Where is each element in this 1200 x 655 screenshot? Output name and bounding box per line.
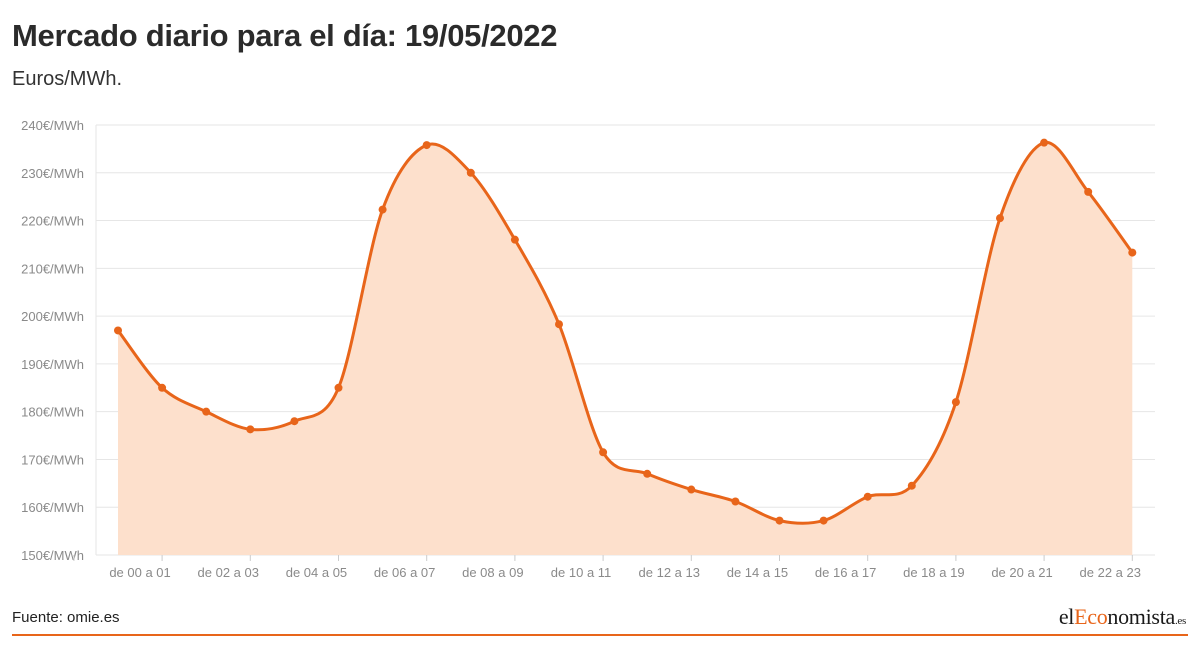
data-point [819, 516, 828, 525]
data-point [1128, 248, 1137, 257]
y-tick-label: 160€/MWh [21, 500, 84, 515]
price-area [118, 142, 1133, 555]
y-tick-label: 210€/MWh [21, 261, 84, 276]
data-point [466, 168, 475, 177]
brand-logo: elEconomista.es [1059, 604, 1186, 630]
data-point [334, 383, 343, 392]
chart-subtitle: Euros/MWh. [12, 68, 123, 90]
y-tick-label: 230€/MWh [21, 166, 84, 181]
data-point [422, 141, 431, 150]
x-tick-label: de 02 a 03 [198, 565, 259, 580]
data-point [1084, 187, 1093, 196]
price-line [116, 141, 1134, 525]
x-tick-label: de 18 a 19 [903, 565, 964, 580]
data-point [246, 425, 255, 434]
x-tick-label: de 22 a 23 [1080, 565, 1141, 580]
data-point [510, 235, 519, 244]
data-point [775, 516, 784, 525]
data-point [290, 417, 299, 426]
data-point [202, 407, 211, 416]
x-tick-label: de 00 a 01 [109, 565, 170, 580]
data-point [158, 383, 167, 392]
data-point [863, 492, 872, 501]
y-tick-label: 220€/MWh [21, 214, 84, 229]
data-point [731, 497, 740, 506]
y-tick-label: 150€/MWh [21, 548, 84, 563]
data-point [378, 205, 387, 214]
data-point [996, 214, 1004, 223]
data-point [907, 481, 916, 490]
x-tick-label: de 04 a 05 [286, 565, 347, 580]
y-axis-ticks: 150€/MWh 160€/MWh 170€/MWh 180€/MWh 190€/MWh… [21, 118, 84, 563]
data-point [643, 469, 652, 478]
data-point [555, 320, 563, 329]
y-tick-label: 170€/MWh [21, 452, 84, 467]
data-point [951, 398, 960, 407]
x-axis-ticks: de 00 a 01 de 02 a 03 de 04 a 05 de 06 a 07… [73, 555, 1141, 580]
x-tick-label: de 16 a 17 [815, 565, 876, 580]
y-tick-label: 200€/MWh [21, 309, 84, 324]
brand-main: nomista [1107, 604, 1175, 629]
data-point [1040, 138, 1049, 147]
x-tick-label: de 08 a 09 [462, 565, 523, 580]
x-tick-label: de 14 a 15 [727, 565, 788, 580]
y-tick-label: 180€/MWh [21, 405, 84, 420]
x-tick-label: de 12 a 13 [639, 565, 700, 580]
brand-prefix: el [1058, 604, 1075, 629]
y-tick-label: 240€/MWh [21, 118, 84, 133]
brand-suffix: .es [1174, 615, 1186, 627]
brand-accent: Eco [1074, 604, 1108, 629]
data-point [687, 485, 696, 494]
data-point [599, 448, 608, 457]
x-tick-label: de 10 a 11 [551, 565, 611, 580]
price-chart: 150€/MWh 160€/MWh 170€/MWh 180€/MWh 190€/MWh… [21, 118, 1155, 580]
footer-divider [12, 634, 1188, 636]
x-tick-label: de 20 a 21 [991, 565, 1052, 580]
data-points [114, 138, 1137, 525]
y-tick-label: 190€/MWh [21, 357, 84, 372]
x-tick-label: de 06 a 07 [374, 565, 435, 580]
data-point [114, 326, 122, 335]
source-note: Fuente: omie.es [12, 609, 120, 626]
chart-title: Mercado diario para el día: 19/05/2022 [12, 18, 558, 53]
